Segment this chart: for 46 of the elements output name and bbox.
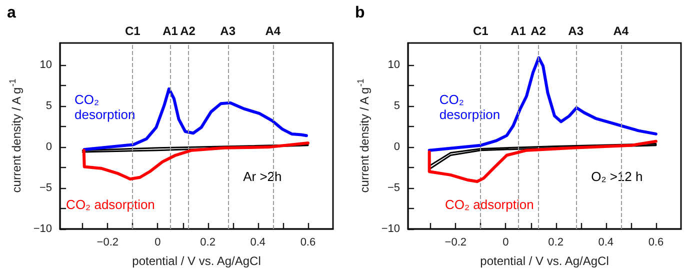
y-axis-title: current density / A g-1 bbox=[8, 78, 24, 193]
x-tick-label: 0 bbox=[502, 236, 509, 248]
series-label: CO₂ desorption bbox=[74, 92, 136, 122]
series-label: CO₂ adsorption bbox=[66, 197, 155, 212]
x-tick-label: 0.6 bbox=[648, 236, 664, 248]
y-tick-label: 10 bbox=[388, 59, 400, 72]
ref-line-label: A4 bbox=[265, 24, 281, 38]
y-tick-label: −10 bbox=[381, 223, 400, 235]
ref-line-label: C1 bbox=[473, 24, 489, 38]
ref-line-label: A1 bbox=[510, 24, 526, 38]
y-tick-label: 5 bbox=[394, 100, 400, 112]
ref-line-label: A1 bbox=[162, 24, 178, 38]
ref-line-label: A3 bbox=[568, 24, 584, 38]
x-tick-label: 0.4 bbox=[598, 236, 614, 248]
y-tick-label: −5 bbox=[40, 182, 52, 194]
x-tick-label: 0.4 bbox=[250, 236, 266, 248]
x-tick-label: 0.2 bbox=[548, 236, 564, 248]
x-tick-label: −0.2 bbox=[96, 236, 118, 248]
line-series bbox=[430, 143, 657, 170]
y-tick-label: 10 bbox=[40, 59, 52, 72]
line-series bbox=[428, 56, 658, 152]
ref-line-label: C1 bbox=[125, 24, 141, 38]
series-label: CO₂ adsorption bbox=[444, 197, 534, 212]
ref-line-label: A3 bbox=[220, 24, 236, 38]
series-label: Ar >2h bbox=[243, 168, 282, 184]
y-tick-label: 0 bbox=[394, 141, 400, 154]
x-tick-label: 0.2 bbox=[200, 236, 216, 248]
x-tick-label: 0 bbox=[154, 236, 161, 248]
y-tick-label: −5 bbox=[388, 182, 400, 194]
series-label: CO₂ desorption bbox=[439, 92, 500, 122]
y-tick-label: −10 bbox=[33, 223, 52, 235]
line-series bbox=[82, 144, 309, 153]
ref-line-label: A2 bbox=[180, 24, 196, 38]
ref-line-label: A2 bbox=[530, 24, 546, 38]
chart-title: a bbox=[7, 4, 16, 22]
x-tick-label: 0.6 bbox=[300, 236, 316, 248]
y-tick-label: 5 bbox=[46, 100, 52, 112]
y-tick-label: 0 bbox=[46, 141, 52, 154]
x-tick-label: −0.2 bbox=[444, 236, 466, 248]
line-series bbox=[82, 141, 310, 181]
y-axis-title: current density / A g-1 bbox=[356, 78, 372, 193]
x-axis-title: potential / V vs. Ag/AgCl bbox=[480, 254, 609, 268]
chart-title: b bbox=[355, 4, 365, 22]
line-series bbox=[428, 140, 658, 183]
ref-line-label: A4 bbox=[613, 24, 629, 38]
x-axis-title: potential / V vs. Ag/AgCl bbox=[132, 254, 261, 268]
